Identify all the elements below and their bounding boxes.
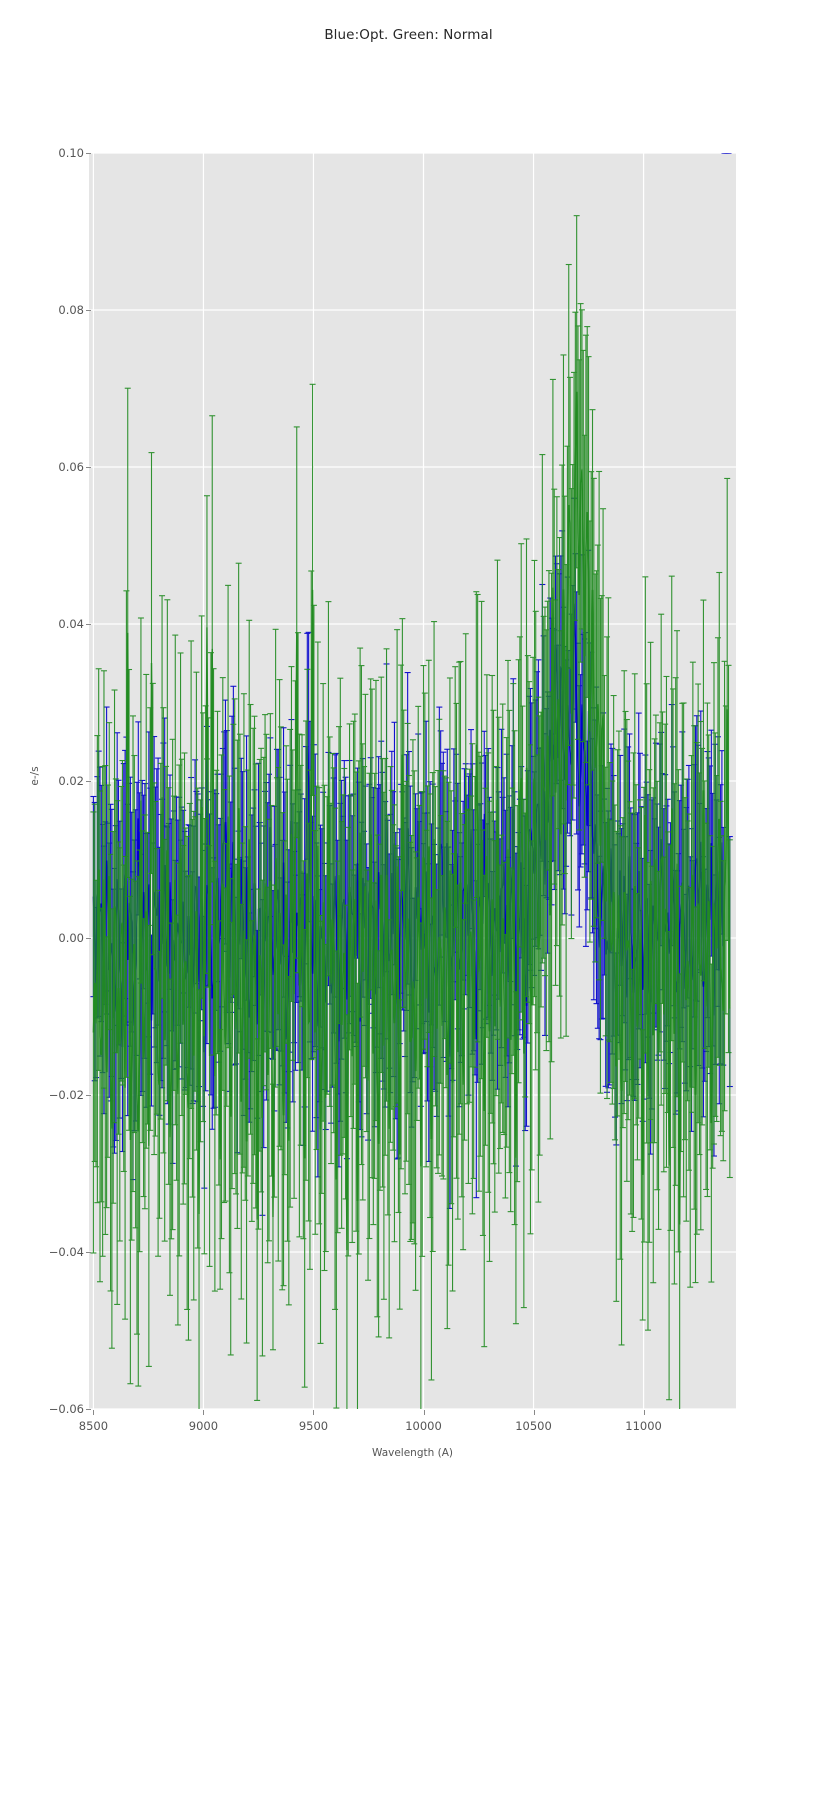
x-tick-label: 9500 — [268, 1410, 358, 1433]
plot-area — [89, 153, 736, 1409]
y-tick-mark — [86, 310, 91, 311]
y-axis-label: e-/s — [29, 766, 41, 786]
y-tick-label: 0.00 — [24, 931, 91, 945]
y-tick-label: 0.04 — [24, 617, 91, 631]
x-tick-mark — [643, 1410, 645, 1415]
x-axis-label: Wavelength (A) — [371, 1447, 453, 1459]
y-tick-mark — [86, 624, 91, 625]
y-axis-ticks: −0.06 −0.04 −0.02 0.00 0.02 0.04 0.06 0.08 0.10 — [19, 146, 91, 1416]
x-tick-label: 9000 — [158, 1410, 248, 1433]
page-title: Blue:Opt. Green: Normal — [324, 27, 493, 43]
x-tick-mark — [93, 1410, 95, 1415]
x-axis-ticks: 8500 9000 9500 10000 10500 11000 — [79, 1410, 736, 1439]
x-tick-label: 8500 — [48, 1410, 138, 1433]
x-tick-mark — [203, 1410, 205, 1415]
y-tick-mark — [86, 1409, 91, 1410]
x-tick-mark — [533, 1410, 535, 1415]
y-tick-mark — [86, 938, 91, 939]
y-tick-mark — [86, 1252, 91, 1253]
y-tick-label: −0.06 — [24, 1402, 91, 1416]
y-tick-label: 0.02 — [24, 774, 91, 788]
x-tick-label: 10000 — [379, 1410, 469, 1433]
y-tick-label: −0.02 — [24, 1088, 91, 1102]
x-tick-label: 11000 — [599, 1410, 689, 1433]
y-tick-mark — [86, 467, 91, 468]
y-tick-mark — [86, 1095, 91, 1096]
x-tick-mark — [313, 1410, 315, 1415]
series-normal — [90, 215, 733, 1409]
data-series-layer — [90, 153, 733, 1409]
y-tick-label: 0.06 — [24, 460, 91, 474]
y-tick-mark — [86, 153, 91, 154]
x-tick-label: 10500 — [489, 1410, 579, 1433]
x-tick-mark — [423, 1410, 425, 1415]
y-tick-label: 0.08 — [24, 303, 91, 317]
y-tick-label: 0.10 — [24, 146, 91, 160]
y-tick-label: −0.04 — [24, 1245, 91, 1259]
y-tick-mark — [86, 781, 91, 782]
